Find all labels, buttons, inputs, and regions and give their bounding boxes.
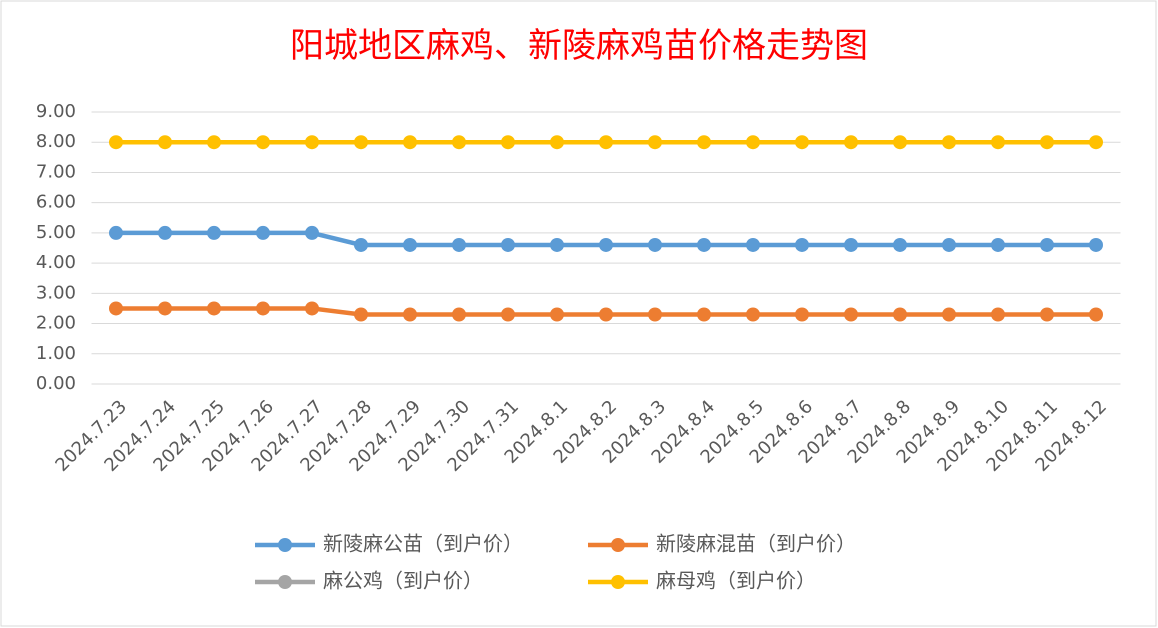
y-tick-label: 5.00: [36, 222, 76, 243]
y-tick-label: 9.00: [36, 101, 76, 122]
series-marker: [648, 307, 662, 322]
series-marker: [158, 301, 172, 316]
series-marker: [403, 307, 417, 322]
series-marker: [893, 307, 907, 322]
series-marker: [697, 237, 711, 252]
legend-label: 新陵麻混苗（到户价）: [656, 532, 856, 556]
series-marker: [893, 135, 907, 150]
series-marker: [305, 301, 319, 316]
legend-marker: [611, 538, 625, 552]
legend-marker: [611, 575, 625, 589]
y-tick-label: 4.00: [36, 252, 76, 273]
y-tick-label: 3.00: [36, 282, 76, 303]
series-marker: [893, 237, 907, 252]
series-marker: [1089, 307, 1103, 322]
series-marker: [158, 225, 172, 240]
series-marker: [550, 237, 564, 252]
series-marker: [1040, 307, 1054, 322]
series-marker: [599, 307, 613, 322]
series-marker: [795, 307, 809, 322]
series-marker: [403, 135, 417, 150]
series-marker: [1040, 237, 1054, 252]
series-marker: [207, 225, 221, 240]
series-marker: [1089, 135, 1103, 150]
series-marker: [207, 301, 221, 316]
series-marker: [942, 237, 956, 252]
legend-marker: [278, 538, 292, 552]
series-marker: [256, 135, 270, 150]
legend-marker: [278, 575, 292, 589]
y-tick-label: 2.00: [36, 313, 76, 334]
series-marker: [942, 307, 956, 322]
series-marker: [256, 301, 270, 316]
series-marker: [305, 225, 319, 240]
series-marker: [746, 307, 760, 322]
series-marker: [305, 135, 319, 150]
series-marker: [844, 307, 858, 322]
series-marker: [550, 307, 564, 322]
y-tick-label: 7.00: [36, 161, 76, 182]
series-marker: [991, 135, 1005, 150]
series-marker: [795, 237, 809, 252]
series-marker: [1089, 237, 1103, 252]
series-marker: [452, 237, 466, 252]
series-marker: [501, 237, 515, 252]
series-marker: [501, 135, 515, 150]
series-marker: [207, 135, 221, 150]
series-marker: [648, 237, 662, 252]
series-marker: [746, 237, 760, 252]
series-marker: [158, 135, 172, 150]
series-marker: [697, 307, 711, 322]
series-marker: [403, 237, 417, 252]
series-marker: [550, 135, 564, 150]
y-tick-label: 8.00: [36, 131, 76, 152]
series-marker: [942, 135, 956, 150]
legend-label: 新陵麻公苗（到户价）: [323, 532, 523, 556]
series-marker: [1040, 135, 1054, 150]
chart-title: 阳城地区麻鸡、新陵麻鸡苗价格走势图: [290, 26, 868, 66]
series-marker: [109, 301, 123, 316]
y-tick-label: 1.00: [36, 343, 76, 364]
series-marker: [354, 135, 368, 150]
y-tick-label: 0.00: [36, 373, 76, 394]
series-marker: [501, 307, 515, 322]
series-marker: [795, 135, 809, 150]
series-marker: [109, 135, 123, 150]
series-marker: [844, 135, 858, 150]
series-marker: [452, 135, 466, 150]
series-marker: [109, 225, 123, 240]
series-marker: [648, 135, 662, 150]
series-marker: [844, 237, 858, 252]
series-marker: [746, 135, 760, 150]
series-marker: [452, 307, 466, 322]
series-marker: [599, 237, 613, 252]
series-marker: [256, 225, 270, 240]
series-marker: [697, 135, 711, 150]
series-marker: [354, 307, 368, 322]
legend-label: 麻母鸡（到户价）: [656, 569, 816, 593]
series-marker: [354, 237, 368, 252]
legend-label: 麻公鸡（到户价）: [323, 569, 483, 593]
series-marker: [599, 135, 613, 150]
y-tick-label: 6.00: [36, 192, 76, 213]
series-marker: [991, 237, 1005, 252]
series-marker: [991, 307, 1005, 322]
